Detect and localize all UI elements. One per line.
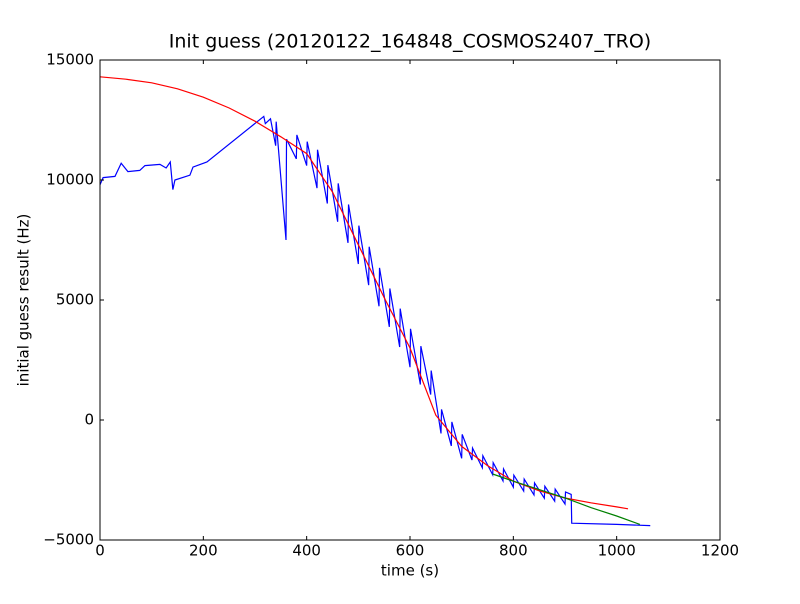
x-axis-label: time (s) <box>381 562 439 580</box>
y-tick-label: 15000 <box>46 51 94 69</box>
x-tick-label: 600 <box>396 542 425 560</box>
y-tick-label: 0 <box>84 411 94 429</box>
chart-title: Init guess (20120122_164848_COSMOS2407_T… <box>169 31 651 53</box>
x-tick-label: 1200 <box>701 542 739 560</box>
x-tick-label: 0 <box>95 542 105 560</box>
x-tick-label: 800 <box>499 542 528 560</box>
y-tick-label: 10000 <box>46 171 94 189</box>
x-tick-label: 200 <box>189 542 218 560</box>
data-line <box>492 473 641 525</box>
y-tick-label: 5000 <box>56 291 94 309</box>
y-tick-label: −5000 <box>43 531 94 549</box>
y-axis-label: initial guess result (Hz) <box>15 214 33 387</box>
x-tick-label: 1000 <box>598 542 636 560</box>
x-tick-label: 400 <box>292 542 321 560</box>
